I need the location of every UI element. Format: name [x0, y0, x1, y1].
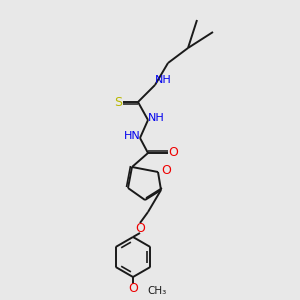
Text: NH: NH: [154, 75, 171, 85]
Text: CH₃: CH₃: [147, 286, 166, 296]
Text: O: O: [168, 146, 178, 160]
Text: NH: NH: [148, 113, 164, 123]
Text: O: O: [161, 164, 171, 176]
Text: O: O: [135, 221, 145, 235]
Text: O: O: [128, 281, 138, 295]
Text: HN: HN: [124, 131, 140, 141]
Text: S: S: [114, 95, 122, 109]
